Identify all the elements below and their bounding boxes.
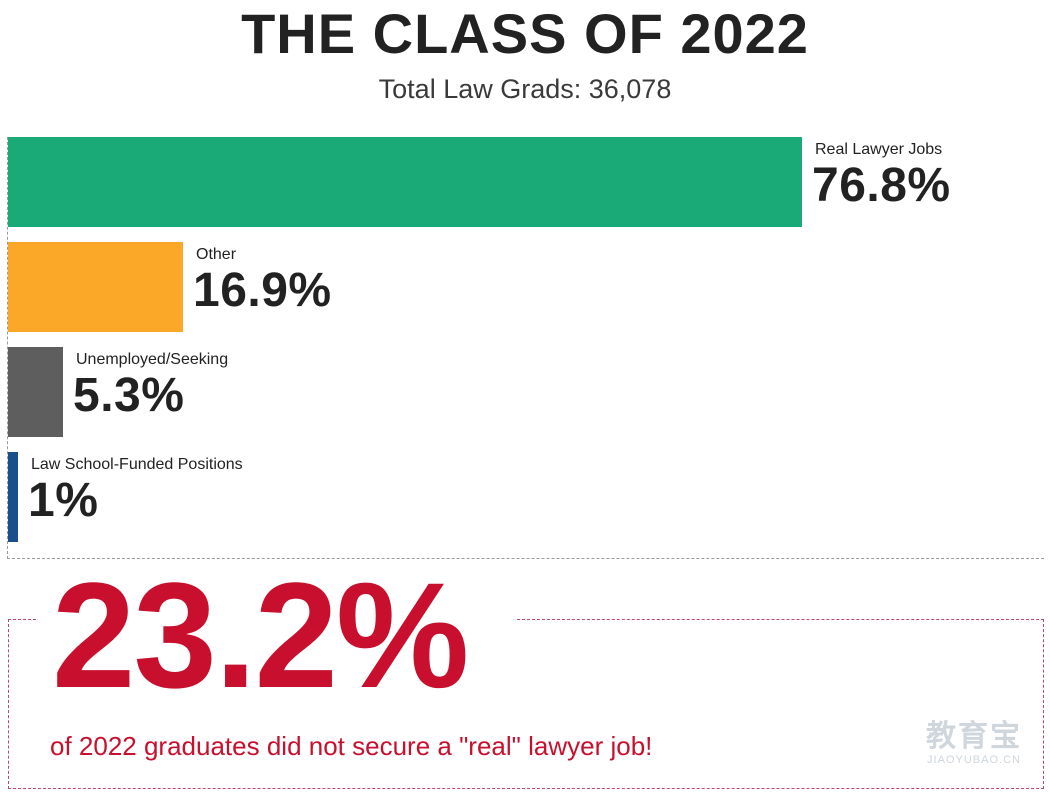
chart-subtitle: Total Law Grads: 36,078 xyxy=(378,74,672,104)
bar-label-law-school-funded-positions: Law School-Funded Positions xyxy=(31,456,243,473)
chart-title: THE CLASS OF 2022 xyxy=(241,2,809,65)
bar-other xyxy=(8,242,183,332)
bar-value-other: 16.9% xyxy=(193,264,332,317)
watermark-logo: 教育宝 JIAOYUBAO.CN xyxy=(918,720,1030,767)
callout-text: of 2022 graduates did not secure a "real… xyxy=(50,731,653,761)
callout-big-number: 23.2% xyxy=(52,551,469,719)
callout-box xyxy=(8,619,1044,789)
bar-value-law-school-funded-positions: 1% xyxy=(28,474,99,527)
bar-law-school-funded-positions xyxy=(8,452,18,542)
bar-value-unemployed-seeking: 5.3% xyxy=(73,369,185,422)
watermark-sub: JIAOYUBAO.CN xyxy=(927,754,1021,766)
bar-chart: Real Lawyer Jobs 76.8% Other 16.9% Unemploye… xyxy=(7,137,1044,559)
bar-label-real-lawyer-jobs: Real Lawyer Jobs xyxy=(815,141,943,158)
bar-real-lawyer-jobs xyxy=(8,137,802,227)
watermark-main: 教育宝 xyxy=(926,720,1022,753)
bar-label-other: Other xyxy=(196,246,237,263)
bar-label-unemployed-seeking: Unemployed/Seeking xyxy=(76,351,229,368)
callout-box-gap xyxy=(38,600,516,630)
bar-value-real-lawyer-jobs: 76.8% xyxy=(812,159,951,212)
bar-unemployed-seeking xyxy=(8,347,63,437)
